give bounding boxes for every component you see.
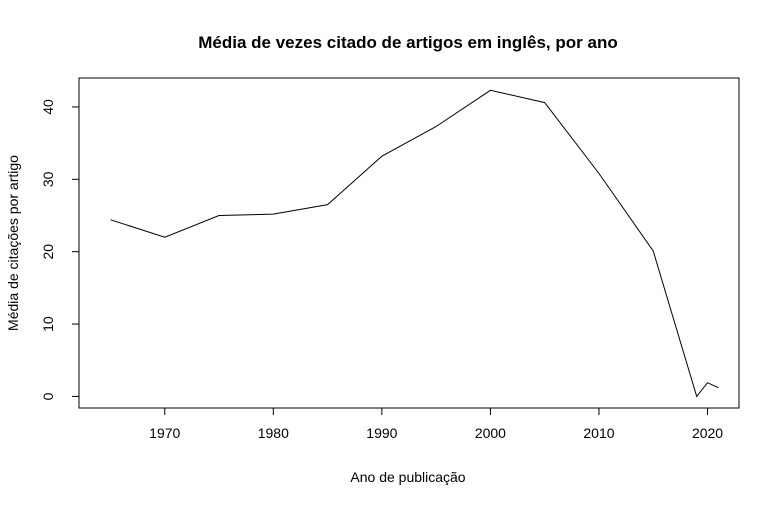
y-tick-label: 30 [40, 171, 56, 187]
x-tick-label: 2010 [583, 425, 614, 441]
y-tick-label: 40 [40, 99, 56, 115]
x-axis-label: Ano de publicação [350, 469, 465, 485]
x-tick-label: 1990 [366, 425, 397, 441]
x-tick-label: 2000 [475, 425, 506, 441]
y-tick-label: 20 [40, 244, 56, 260]
x-axis: 1970 1980 1990 2000 2010 2020 [149, 408, 723, 441]
plot-frame [78, 77, 740, 409]
y-axis: 0 10 20 30 40 [40, 99, 79, 400]
y-axis-label: Média de citações por artigo [5, 155, 21, 331]
x-tick-label: 1980 [258, 425, 289, 441]
y-tick-label: 10 [40, 316, 56, 332]
series-group [110, 89, 719, 398]
x-tick-label: 2020 [692, 425, 723, 441]
chart-title: Média de vezes citado de artigos em ingl… [198, 33, 617, 52]
y-tick-label: 0 [40, 392, 56, 400]
x-tick-label: 1970 [149, 425, 180, 441]
series-line [110, 89, 719, 398]
